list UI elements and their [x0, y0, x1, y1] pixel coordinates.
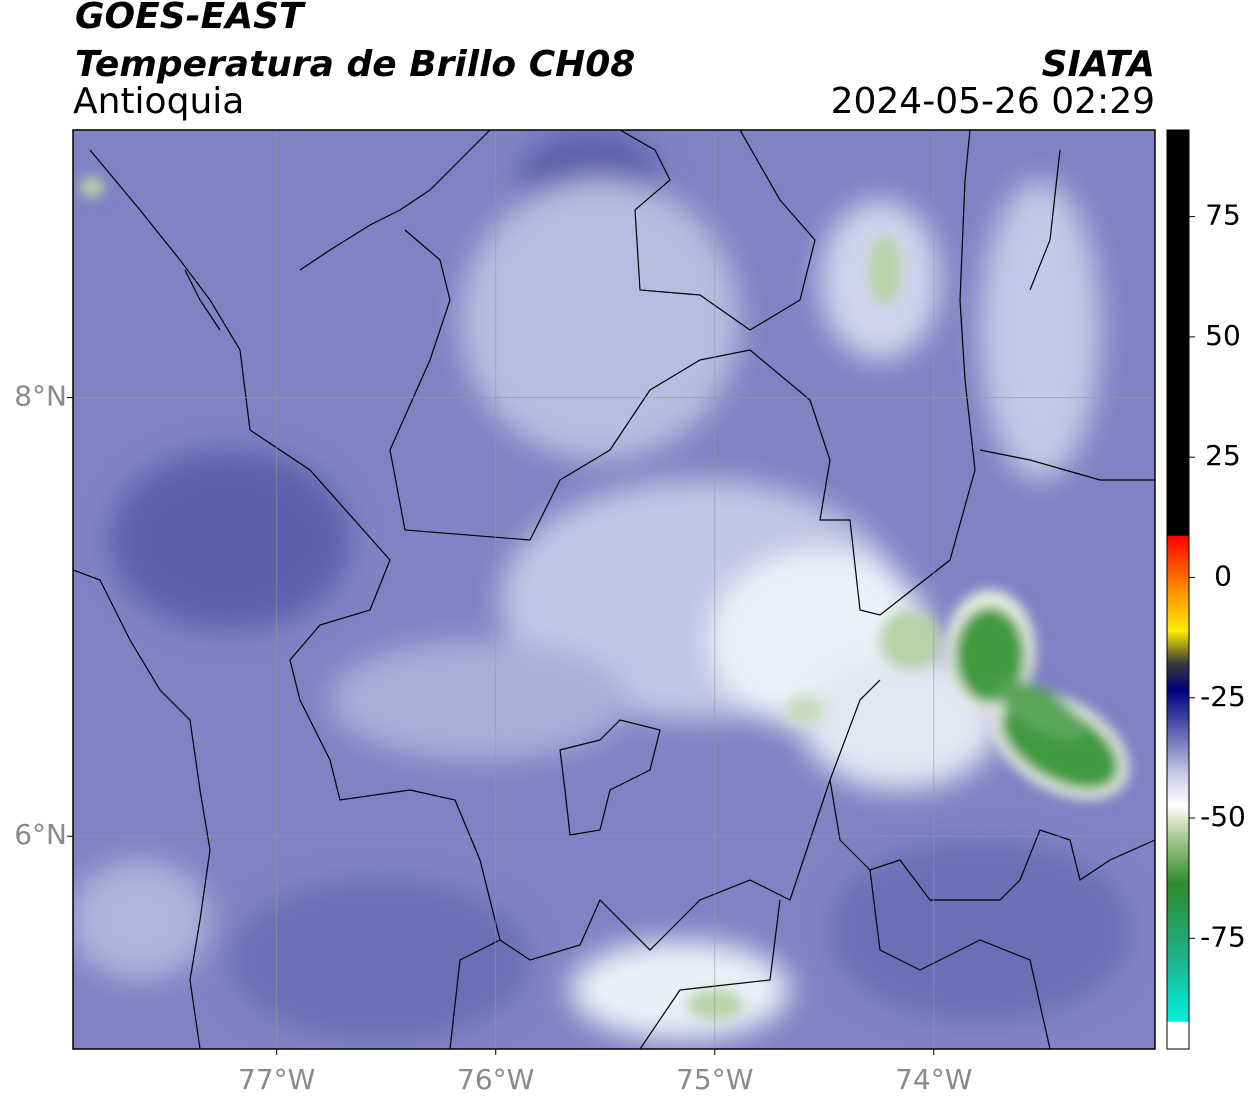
colorbar-tick-label: -50	[1200, 800, 1246, 833]
datetime: 2024-05-26 02:29	[831, 81, 1155, 122]
title: GOES-EAST	[75, 0, 306, 37]
colorbar-tick-label: 25	[1205, 439, 1241, 472]
grid	[73, 130, 1155, 1049]
colorbar-tick-label: 0	[1214, 559, 1232, 592]
x-tick-label: 77°W	[238, 1063, 315, 1096]
colorbar-tick-label: -75	[1200, 920, 1246, 953]
borders	[73, 130, 1155, 1049]
x-tick-label: 74°W	[895, 1063, 972, 1096]
colorbar-tick-label: 75	[1205, 199, 1241, 232]
colorbar-tick-label: 50	[1205, 319, 1241, 352]
x-tick-label: 76°W	[457, 1063, 534, 1096]
y-tick-label: 8°N	[14, 380, 67, 413]
colorbar	[1166, 129, 1190, 1050]
region: Antioquia	[73, 81, 244, 122]
colorbar-tick-label: -25	[1200, 680, 1246, 713]
map-image	[73, 130, 1155, 1049]
x-tick-label: 75°W	[676, 1063, 753, 1096]
map-frame	[72, 129, 1156, 1050]
source: SIATA	[1042, 44, 1155, 85]
y-tick-label: 6°N	[14, 818, 67, 851]
subtitle: Temperatura de Brillo CH08	[75, 44, 635, 85]
